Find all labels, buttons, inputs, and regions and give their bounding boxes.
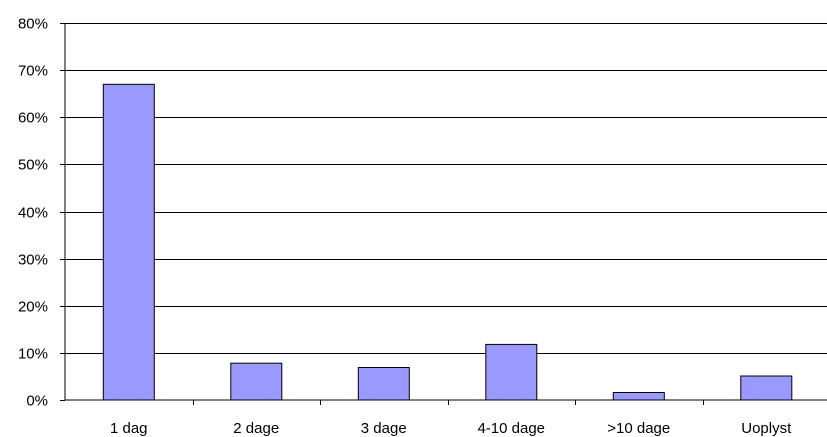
y-tick-label: 10% xyxy=(18,346,48,363)
y-tick-label: 0% xyxy=(26,393,48,410)
bar xyxy=(740,375,793,401)
y-tick-label: 20% xyxy=(18,299,48,316)
axes xyxy=(64,23,827,401)
y-tick-label: 30% xyxy=(18,252,48,269)
gridlines xyxy=(65,23,827,354)
y-axis-ticks: 0% 10% 20% 30% 40% 50% 60% 70% 80% xyxy=(18,16,65,410)
x-category-label: 3 dage xyxy=(361,420,407,437)
y-tick-label: 60% xyxy=(18,110,48,127)
x-category-label: 1 dag xyxy=(110,420,148,437)
bar xyxy=(612,392,665,401)
bars xyxy=(102,83,793,401)
y-tick-label: 80% xyxy=(18,16,48,33)
x-category-label: 2 dage xyxy=(233,420,279,437)
x-axis-ticks: 1 dag 2 dage 3 dage 4-10 dage >10 dage Uoplys… xyxy=(110,400,792,437)
bar xyxy=(485,343,538,401)
y-tick-label: 40% xyxy=(18,205,48,222)
x-category-label: Uoplyst xyxy=(741,420,792,437)
bar xyxy=(357,367,410,401)
bar xyxy=(230,362,283,401)
x-category-label: >10 dage xyxy=(607,420,670,437)
y-tick-label: 70% xyxy=(18,63,48,80)
bar xyxy=(102,83,155,401)
x-category-label: 4-10 dage xyxy=(477,420,545,437)
y-tick-label: 50% xyxy=(18,157,48,174)
